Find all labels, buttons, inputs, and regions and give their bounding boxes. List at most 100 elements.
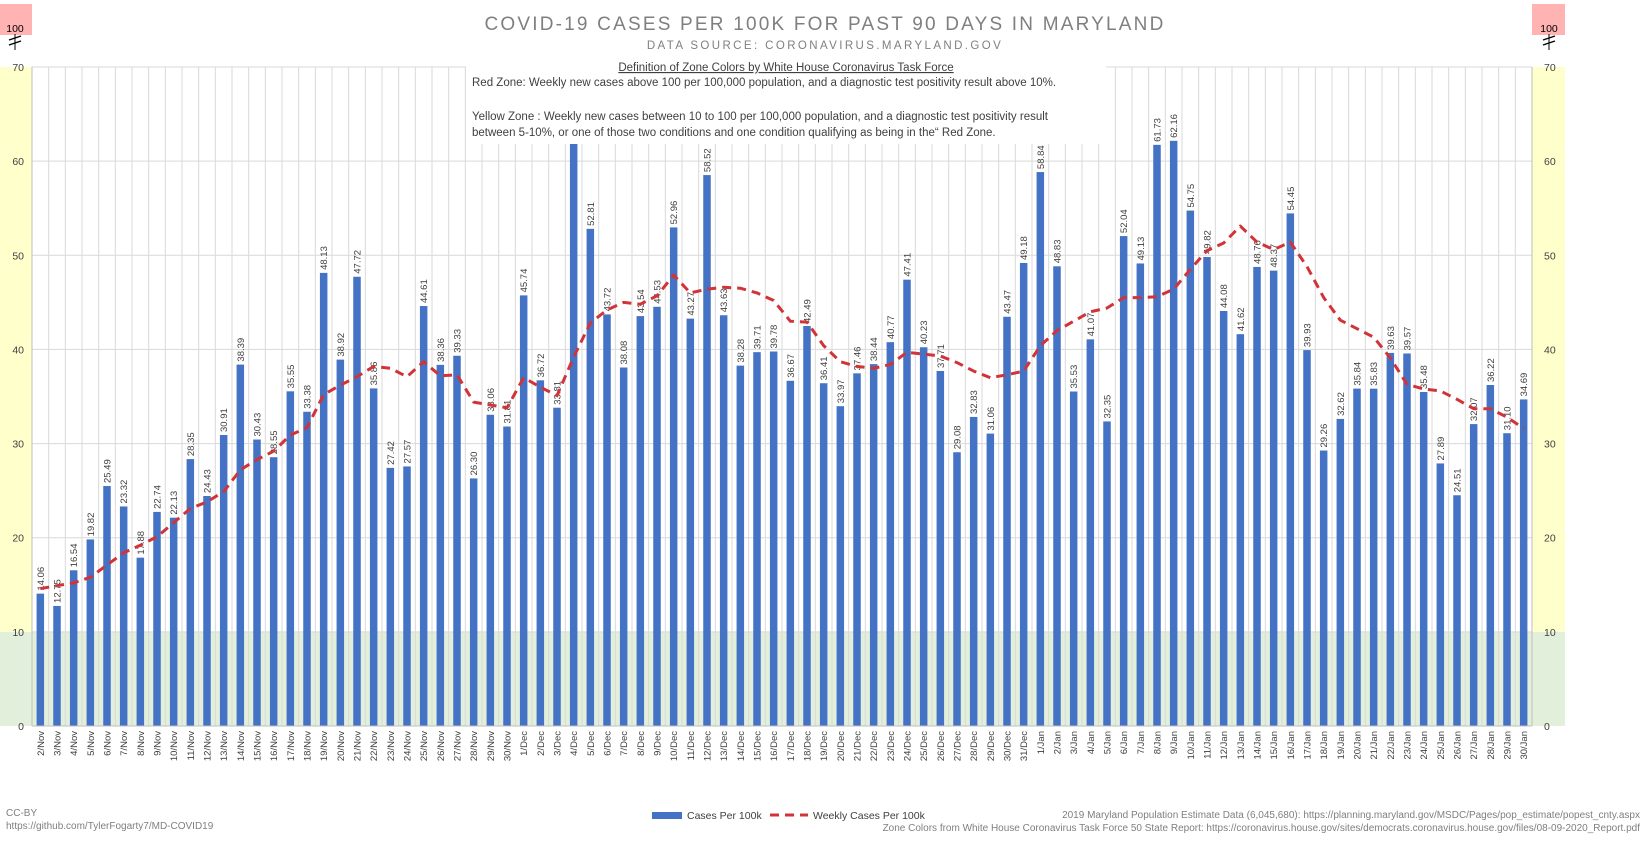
bar[interactable] xyxy=(719,315,728,726)
footer-population-source[interactable]: 2019 Maryland Population Estimate Data (… xyxy=(1062,810,1640,821)
bar[interactable] xyxy=(386,467,395,726)
bar[interactable] xyxy=(1453,495,1461,726)
bar[interactable] xyxy=(1419,391,1428,726)
bar[interactable] xyxy=(1503,433,1511,726)
bar[interactable] xyxy=(853,373,861,726)
bar[interactable] xyxy=(269,457,278,726)
bar[interactable] xyxy=(1336,418,1345,726)
bar[interactable] xyxy=(603,314,611,726)
bar[interactable] xyxy=(886,342,895,726)
x-tick-label: 5/Jan xyxy=(1103,731,1114,754)
bar[interactable] xyxy=(869,364,878,726)
bar[interactable] xyxy=(703,175,711,727)
bar[interactable] xyxy=(1369,388,1378,726)
bar[interactable] xyxy=(519,295,528,726)
bar[interactable] xyxy=(153,511,161,726)
bar[interactable] xyxy=(436,364,445,726)
bar[interactable] xyxy=(303,411,311,726)
bar[interactable] xyxy=(769,351,778,726)
bar[interactable] xyxy=(1153,144,1161,726)
bar[interactable] xyxy=(253,439,261,726)
bar[interactable] xyxy=(1386,352,1395,726)
bar[interactable] xyxy=(86,539,95,726)
bar[interactable] xyxy=(486,414,495,726)
bar[interactable] xyxy=(1136,263,1145,726)
bar[interactable] xyxy=(936,370,945,726)
bar[interactable] xyxy=(1436,463,1445,726)
bar[interactable] xyxy=(119,506,128,726)
bar[interactable] xyxy=(1286,213,1295,726)
bar[interactable] xyxy=(503,426,511,726)
bar[interactable] xyxy=(1169,140,1178,727)
x-tick-label: 9/Nov xyxy=(153,731,164,756)
bar[interactable] xyxy=(419,306,428,726)
bar[interactable] xyxy=(1069,391,1078,726)
bar[interactable] xyxy=(1019,263,1028,726)
bar[interactable] xyxy=(1186,210,1195,726)
bar[interactable] xyxy=(1003,316,1011,726)
bar[interactable] xyxy=(819,383,828,726)
bar[interactable] xyxy=(1469,424,1478,726)
bar[interactable] xyxy=(653,306,661,726)
bar[interactable] xyxy=(403,466,411,726)
footer-zone-source[interactable]: Zone Colors from White House Coronavirus… xyxy=(882,823,1640,834)
bar[interactable] xyxy=(103,486,111,726)
bar[interactable] xyxy=(636,316,645,726)
bar-value-label: 36.67 xyxy=(786,354,797,378)
bar[interactable] xyxy=(586,228,595,726)
bar[interactable] xyxy=(1253,266,1261,726)
bar[interactable] xyxy=(803,325,811,726)
bar[interactable] xyxy=(1269,270,1278,726)
zone-band-yellow-right xyxy=(1532,67,1565,632)
bar[interactable] xyxy=(286,391,295,726)
bar[interactable] xyxy=(1119,236,1128,726)
bar[interactable] xyxy=(553,407,561,726)
bar[interactable] xyxy=(169,517,178,726)
bar[interactable] xyxy=(469,478,478,726)
bar[interactable] xyxy=(336,359,345,726)
bar[interactable] xyxy=(986,433,995,726)
bar[interactable] xyxy=(186,459,195,726)
x-tick-label: 23/Jan xyxy=(1403,731,1414,760)
bar[interactable] xyxy=(1103,421,1111,726)
bar[interactable] xyxy=(1303,350,1311,726)
bar[interactable] xyxy=(1519,399,1528,726)
bar[interactable] xyxy=(453,355,461,726)
bar[interactable] xyxy=(1353,388,1361,726)
bar[interactable] xyxy=(736,365,745,726)
bar[interactable] xyxy=(1236,334,1245,726)
bar[interactable] xyxy=(1403,353,1411,726)
bar[interactable] xyxy=(1219,311,1228,726)
bar[interactable] xyxy=(1036,172,1045,727)
bar[interactable] xyxy=(219,435,228,726)
bar[interactable] xyxy=(369,388,378,726)
footer-repo-link[interactable]: https://github.com/TylerFogarty7/MD-COVI… xyxy=(6,821,214,832)
bar[interactable] xyxy=(1319,450,1328,726)
bar[interactable] xyxy=(919,347,928,726)
bar[interactable] xyxy=(36,593,45,726)
bar[interactable] xyxy=(836,406,845,726)
bar[interactable] xyxy=(1053,266,1061,726)
bar[interactable] xyxy=(669,227,678,726)
zone-box-heading: Definition of Zone Colors by White House… xyxy=(618,62,953,74)
bar[interactable] xyxy=(236,364,245,726)
bar[interactable] xyxy=(536,380,545,726)
bar[interactable] xyxy=(319,272,328,726)
bar[interactable] xyxy=(903,279,911,726)
bar[interactable] xyxy=(136,557,145,726)
x-tick-label: 17/Nov xyxy=(286,731,297,761)
bar[interactable] xyxy=(786,380,795,726)
bar[interactable] xyxy=(953,452,961,726)
bar[interactable] xyxy=(69,570,78,726)
bar[interactable] xyxy=(353,276,361,726)
bar[interactable] xyxy=(203,496,211,726)
bar[interactable] xyxy=(1203,256,1211,726)
bar[interactable] xyxy=(969,416,978,726)
bar[interactable] xyxy=(1486,385,1495,726)
bar[interactable] xyxy=(619,367,628,726)
bar[interactable] xyxy=(569,116,578,727)
bar[interactable] xyxy=(53,605,61,726)
bar[interactable] xyxy=(753,352,761,726)
bar[interactable] xyxy=(1086,339,1095,726)
bar[interactable] xyxy=(686,318,695,726)
